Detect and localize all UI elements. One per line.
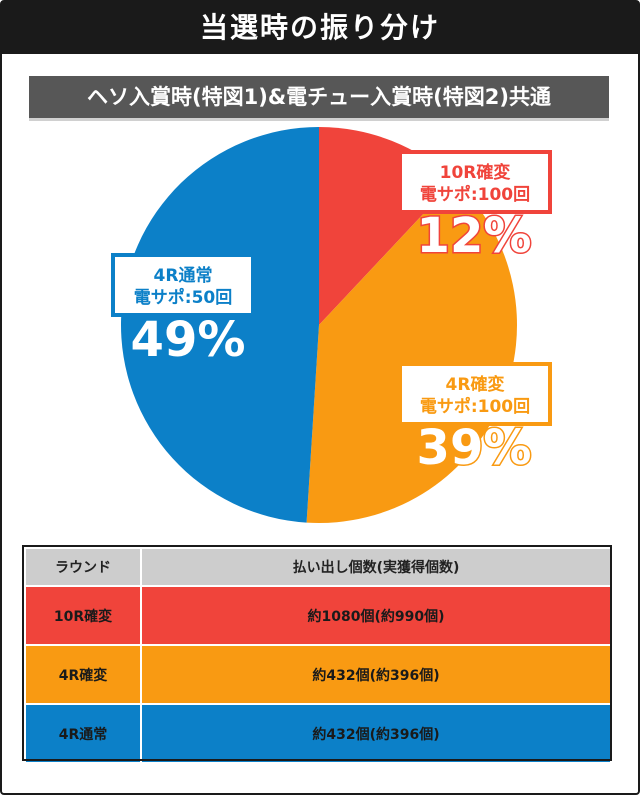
slice-sapo-label-10r-kakuhen: 電サポ:100回: [420, 184, 530, 205]
table-header-row: ラウンド 払い出し個数(実獲得個数): [24, 547, 612, 587]
payout-cell: 約1080個(約990個): [140, 585, 612, 646]
pie-slice-4r-tsujo: [120, 127, 320, 523]
slice-label-box-4r-kakuhen: [398, 362, 552, 426]
round-cell: 4R確変: [24, 644, 142, 705]
payout-table: ラウンド 払い出し個数(実獲得個数) 10R確変 約1080個(約990個) 4…: [24, 547, 612, 764]
slice-label-box-4r-tsujo: [111, 253, 255, 317]
payout-cell: 約432個(約396個): [140, 644, 612, 705]
slice-sapo-label-4r-kakuhen: 電サポ:100回: [420, 396, 530, 417]
pie-chart: 10R確変電サポ:100回12%4R確変電サポ:100回39%4R通常電サポ:5…: [111, 127, 552, 523]
table-row: 10R確変 約1080個(約990個): [24, 585, 612, 646]
payout-cell: 約432個(約396個): [140, 703, 612, 764]
round-cell: 4R通常: [24, 703, 142, 764]
page-title: 当選時の振り分け: [2, 2, 638, 54]
slice-label-box-10r-kakuhen: [398, 150, 552, 214]
round-cell: 10R確変: [24, 585, 142, 646]
slice-sapo-label-4r-tsujo: 電サポ:50回: [134, 287, 232, 308]
table-row: 4R確変 約432個(約396個): [24, 644, 612, 705]
slice-percent-4r-tsujo: 49%: [131, 312, 246, 368]
pie-slice-4r-kakuhen: [306, 180, 517, 523]
slice-label-4r-tsujo: 4R通常: [154, 265, 213, 286]
slice-percent-4r-kakuhen: 39%: [417, 420, 532, 476]
col-header-payout: 払い出し個数(実獲得個数): [140, 547, 612, 587]
slice-label-4r-kakuhen: 4R確変: [446, 374, 505, 395]
slice-percent-10r-kakuhen: 12%: [417, 208, 532, 264]
table-row: 4R通常 約432個(約396個): [24, 703, 612, 764]
subtitle-banner: ヘソ入賞時(特図1)&電チュー入賞時(特図2)共通: [29, 76, 609, 121]
slice-label-10r-kakuhen: 10R確変: [440, 162, 511, 183]
col-header-round: ラウンド: [24, 547, 142, 587]
